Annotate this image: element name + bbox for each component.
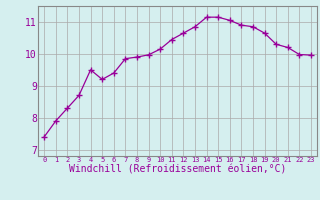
X-axis label: Windchill (Refroidissement éolien,°C): Windchill (Refroidissement éolien,°C) xyxy=(69,165,286,175)
